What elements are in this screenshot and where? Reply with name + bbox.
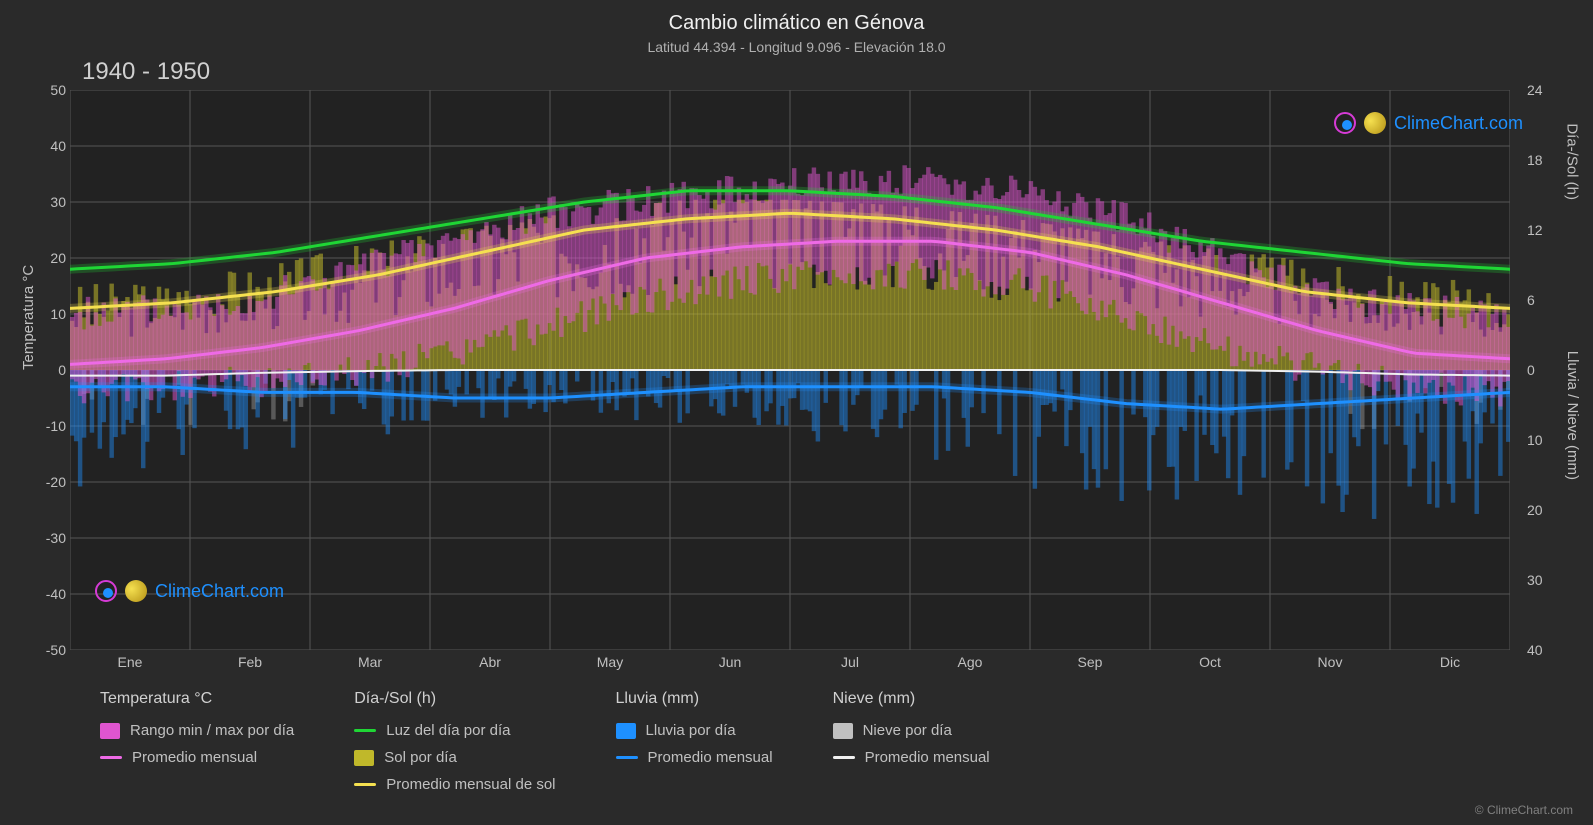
legend-column: Temperatura °C Rango min / max por día Pro…	[100, 690, 294, 793]
y-tick-left: -30	[38, 530, 66, 546]
legend-label: Sol por día	[384, 749, 457, 766]
legend: Temperatura °C Rango min / max por día Pro…	[100, 690, 1500, 793]
legend-label: Nieve por día	[863, 722, 952, 739]
legend-swatch	[354, 750, 374, 766]
legend-swatch	[616, 723, 636, 739]
x-tick-month: Jun	[719, 654, 742, 670]
legend-label: Rango min / max por día	[130, 722, 294, 739]
copyright: © ClimeChart.com	[1475, 803, 1573, 817]
legend-item: Luz del día por día	[354, 722, 555, 739]
legend-label: Lluvia por día	[646, 722, 736, 739]
watermark-lower: ClimeChart.com	[95, 580, 284, 602]
y-tick-left: -50	[38, 642, 66, 658]
legend-header: Temperatura °C	[100, 690, 294, 708]
y-tick-right: 40	[1527, 642, 1555, 658]
legend-item: Nieve por día	[833, 722, 990, 739]
legend-item: Rango min / max por día	[100, 722, 294, 739]
plot-area	[70, 90, 1510, 650]
y-tick-left: 0	[38, 362, 66, 378]
x-tick-month: May	[597, 654, 623, 670]
legend-label: Luz del día por día	[386, 722, 510, 739]
y-tick-right: 20	[1527, 502, 1555, 518]
y-tick-right: 6	[1527, 292, 1555, 308]
y-tick-right: 10	[1527, 432, 1555, 448]
y-tick-left: -40	[38, 586, 66, 602]
y-axis-right-top-label: Día-/Sol (h)	[1564, 123, 1581, 200]
watermark-circle-icon	[1334, 112, 1356, 134]
decade-label: 1940 - 1950	[82, 58, 210, 86]
x-tick-month: Ago	[958, 654, 983, 670]
y-tick-left: 30	[38, 194, 66, 210]
legend-swatch	[354, 783, 376, 786]
y-tick-right: 18	[1527, 152, 1555, 168]
y-tick-left: -20	[38, 474, 66, 490]
x-tick-month: Nov	[1318, 654, 1343, 670]
chart-subtitle: Latitud 44.394 - Longitud 9.096 - Elevac…	[0, 35, 1593, 55]
legend-item: Lluvia por día	[616, 722, 773, 739]
legend-label: Promedio mensual de sol	[386, 776, 555, 793]
watermark-sun-icon	[1364, 112, 1386, 134]
y-tick-left: 20	[38, 250, 66, 266]
y-tick-right: 30	[1527, 572, 1555, 588]
watermark-text: ClimeChart.com	[1394, 113, 1523, 134]
legend-swatch	[833, 756, 855, 759]
legend-swatch	[354, 729, 376, 732]
x-tick-month: Jul	[841, 654, 859, 670]
watermark-circle-icon	[95, 580, 117, 602]
watermark-text: ClimeChart.com	[155, 581, 284, 602]
watermark-sun-icon	[125, 580, 147, 602]
chart-title: Cambio climático en Génova	[0, 0, 1593, 35]
y-tick-right: 24	[1527, 82, 1555, 98]
x-tick-month: Abr	[479, 654, 501, 670]
legend-header: Día-/Sol (h)	[354, 690, 555, 708]
legend-swatch	[616, 756, 638, 759]
y-tick-right: 0	[1527, 362, 1555, 378]
legend-label: Promedio mensual	[865, 749, 990, 766]
legend-item: Promedio mensual	[616, 749, 773, 766]
x-tick-month: Mar	[358, 654, 382, 670]
watermark-upper: ClimeChart.com	[1334, 112, 1523, 134]
legend-label: Promedio mensual	[132, 749, 257, 766]
legend-label: Promedio mensual	[648, 749, 773, 766]
x-tick-month: Sep	[1078, 654, 1103, 670]
legend-item: Promedio mensual	[833, 749, 990, 766]
legend-column: Día-/Sol (h) Luz del día por día Sol por d…	[354, 690, 555, 793]
y-axis-right-bottom-label: Lluvia / Nieve (mm)	[1564, 351, 1581, 480]
climate-chart: Cambio climático en Génova Latitud 44.39…	[0, 0, 1593, 825]
legend-item: Sol por día	[354, 749, 555, 766]
legend-swatch	[833, 723, 853, 739]
legend-column: Lluvia (mm) Lluvia por día Promedio mensua…	[616, 690, 773, 793]
x-tick-month: Oct	[1199, 654, 1221, 670]
y-tick-left: 40	[38, 138, 66, 154]
legend-swatch	[100, 723, 120, 739]
legend-swatch	[100, 756, 122, 759]
x-tick-month: Dic	[1440, 654, 1460, 670]
legend-item: Promedio mensual de sol	[354, 776, 555, 793]
y-tick-right: 12	[1527, 222, 1555, 238]
y-tick-left: 50	[38, 82, 66, 98]
legend-header: Lluvia (mm)	[616, 690, 773, 708]
y-axis-left-label: Temperatura °C	[20, 265, 37, 370]
x-tick-month: Feb	[238, 654, 262, 670]
x-tick-month: Ene	[118, 654, 143, 670]
legend-item: Promedio mensual	[100, 749, 294, 766]
legend-column: Nieve (mm) Nieve por día Promedio mensual	[833, 690, 990, 793]
y-tick-left: -10	[38, 418, 66, 434]
y-tick-left: 10	[38, 306, 66, 322]
legend-header: Nieve (mm)	[833, 690, 990, 708]
